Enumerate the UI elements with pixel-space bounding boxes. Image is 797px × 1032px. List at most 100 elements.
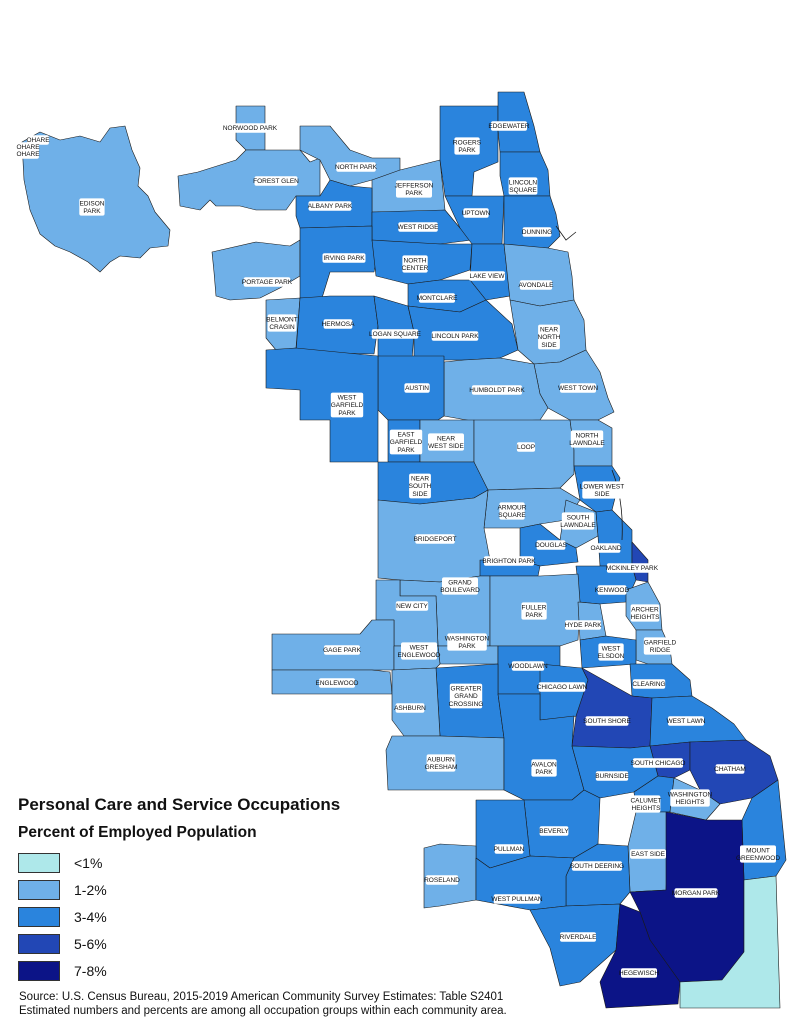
area-label-text: GRAND <box>454 693 478 700</box>
legend-label: 5-6% <box>74 935 107 952</box>
area-label-chatham: CHATHAM <box>714 764 746 774</box>
area-label-background <box>516 442 536 452</box>
area-label-background <box>308 201 352 211</box>
area-label-background <box>597 585 627 595</box>
area-label-text: PARK <box>535 769 553 776</box>
area-label-text: WOODLAWN <box>508 663 548 670</box>
area-label-text: WEST PULLMAN <box>491 896 542 903</box>
area-label-text: CHATHAM <box>714 766 746 773</box>
area-label-background <box>267 314 297 332</box>
area-label-text: HEGEWISCH <box>619 970 659 977</box>
area-label-text: MORGAN PARK <box>672 890 721 897</box>
area-label-background <box>398 222 438 232</box>
area-label-background <box>319 678 355 688</box>
area-label-background <box>621 968 657 978</box>
area-label-background <box>560 932 596 942</box>
area-label-background <box>469 271 505 281</box>
area-label-background <box>493 894 541 904</box>
area-label-clearing: CLEARING <box>632 679 666 689</box>
community-area-garfield-ridge <box>271 619 395 671</box>
area-label-text: SIDE <box>594 491 610 498</box>
area-label-background <box>582 481 622 499</box>
area-label-text: LOGAN SQUARE <box>369 331 422 338</box>
legend-item: 7-8% <box>18 959 378 982</box>
area-label-text: EAST <box>398 432 415 439</box>
legend-swatch <box>18 852 60 873</box>
area-label-hermosa: HERMOSA <box>322 319 356 329</box>
area-label-text: LINCOLN PARK <box>431 333 479 340</box>
legend-swatch <box>18 960 60 981</box>
area-label-background <box>511 661 545 671</box>
area-label-loop: LOOP <box>516 442 536 452</box>
area-label-text: ASHBURN <box>394 705 426 712</box>
area-label-text: ROSELAND <box>424 877 460 884</box>
area-label-text: NEW CITY <box>396 603 428 610</box>
area-label-roseland: ROSELAND <box>424 875 460 885</box>
community-area-austin <box>265 347 379 463</box>
legend-item: 1-2% <box>18 878 378 901</box>
area-label-background <box>324 645 360 655</box>
area-label-text: NORTH <box>404 257 427 264</box>
area-label-text: DUNNING <box>522 229 552 236</box>
community-area-hegewisch <box>679 875 781 1009</box>
area-label-text: GARFIELD <box>331 402 364 409</box>
area-label-text: EAST SIDE <box>631 851 666 858</box>
area-label-background <box>538 682 586 692</box>
area-label-background <box>631 795 661 813</box>
area-label-background <box>79 198 105 216</box>
area-label-text: ARMOUR <box>498 504 527 511</box>
area-label-text: CHICAGO LAWN <box>537 684 588 691</box>
source-line: Estimated numbers and percents are among… <box>19 1005 507 1017</box>
legend-label: 3-4% <box>74 908 107 925</box>
area-label-text: MONTCLARE <box>417 295 458 302</box>
area-label-text: BURNSIDE <box>595 773 629 780</box>
area-label-text: NEAR <box>437 435 455 442</box>
area-label-background <box>323 319 353 329</box>
area-label-text: MOUNT <box>746 847 770 854</box>
area-label-background <box>570 430 604 448</box>
area-label-avondale: AVONDALE <box>519 280 554 290</box>
community-area-riverdale <box>599 903 681 1009</box>
area-label-background <box>419 293 455 303</box>
legend-label: <1% <box>74 854 103 871</box>
area-label-text: WASHINGTON <box>668 791 713 798</box>
area-label-text: PORTAGE PARK <box>242 279 293 286</box>
area-label-portage-park: PORTAGE PARK <box>242 277 293 287</box>
area-label-background <box>402 255 428 273</box>
area-label-text: SQUARE <box>509 187 537 194</box>
source-line: Source: U.S. Census Bureau, 2015-2019 Am… <box>19 991 504 1003</box>
area-label-edgewater: EDGEWATER <box>488 121 530 131</box>
area-label-text: NEAR <box>540 327 558 334</box>
area-label-text: RIDGE <box>650 647 671 654</box>
legend-swatch <box>18 906 60 927</box>
area-label-background <box>565 620 601 630</box>
area-label-dunning: DUNNING <box>522 227 552 237</box>
area-label-background <box>426 754 456 772</box>
area-label-text: CENTER <box>402 265 429 272</box>
area-label-lake-view: LAKE VIEW <box>469 271 505 281</box>
area-label-text: DOUGLAS <box>535 542 567 549</box>
area-label-text: EDISON <box>80 200 105 207</box>
area-label-background <box>389 429 423 455</box>
area-label-text: HERMOSA <box>322 321 356 328</box>
area-label-west-ridge: WEST RIDGE <box>397 222 439 232</box>
area-label-text: SQUARE <box>498 512 526 519</box>
area-label-text: LOWER WEST <box>580 483 624 490</box>
area-label-background <box>595 771 629 781</box>
area-label-background <box>371 329 419 339</box>
area-label-text: ELSDON <box>598 653 625 660</box>
area-label-text: GARFIELD <box>390 439 423 446</box>
area-label-background <box>585 716 629 726</box>
area-label-lincoln-park: LINCOLN PARK <box>431 331 479 341</box>
area-label-background <box>598 643 624 661</box>
area-label-background <box>606 563 657 573</box>
area-label-background <box>243 277 291 287</box>
area-label-background <box>396 180 432 198</box>
area-label-text: GREATER <box>451 686 482 693</box>
area-label-text: GARFIELD <box>644 639 677 646</box>
